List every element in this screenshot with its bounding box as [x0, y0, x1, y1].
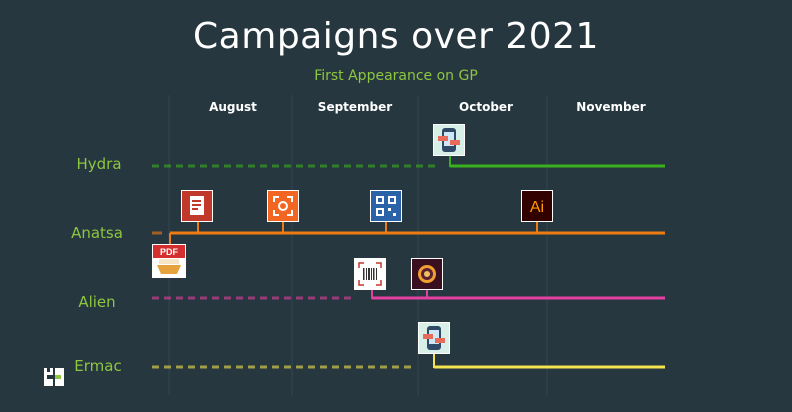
wow-app-icon	[411, 258, 443, 290]
month-label-october: October	[459, 100, 513, 114]
row-label-ermac: Ermac	[74, 357, 122, 375]
page-subtitle: First Appearance on GP	[314, 68, 478, 84]
month-label-november: November	[576, 100, 646, 114]
barcode-scanner-app-icon	[354, 258, 386, 290]
month-label-september: September	[317, 100, 393, 114]
anatsa-timeline	[152, 222, 665, 245]
month-label-august: August	[209, 100, 257, 114]
page-title: Campaigns over 2021	[193, 16, 599, 57]
alien-timeline	[152, 288, 665, 300]
pdf-document-app-icon	[181, 190, 213, 222]
row-label-anatsa: Anatsa	[71, 224, 123, 242]
row-label-alien: Alien	[78, 293, 116, 311]
dropper-app-icon	[433, 124, 465, 156]
ai-icon-text: Ai	[530, 199, 544, 216]
orange-scanner-app-icon	[267, 190, 299, 222]
hydra-timeline	[152, 156, 665, 168]
row-label-hydra: Hydra	[76, 155, 122, 173]
brand-logo-icon	[44, 368, 64, 386]
dropper-app-icon	[418, 322, 450, 354]
ermac-timeline	[152, 354, 665, 369]
qr-scanner-app-icon	[370, 190, 402, 222]
pdf-icon-text: PDF	[160, 247, 179, 257]
pdf-scanner-app-icon: PDF	[152, 244, 186, 278]
adobe-illustrator-app-icon: Ai	[521, 190, 553, 222]
